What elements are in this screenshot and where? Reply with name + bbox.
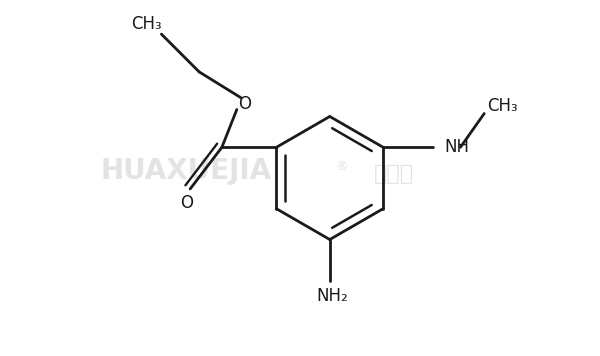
Text: CH₃: CH₃ bbox=[131, 15, 162, 33]
Text: ®: ® bbox=[335, 159, 348, 173]
Text: NH₂: NH₂ bbox=[316, 287, 347, 305]
Text: CH₃: CH₃ bbox=[487, 96, 517, 115]
Text: O: O bbox=[180, 194, 193, 212]
Text: O: O bbox=[238, 95, 251, 112]
Text: 化学加: 化学加 bbox=[374, 164, 415, 184]
Text: HUAXUEJIA: HUAXUEJIA bbox=[100, 157, 271, 185]
Text: NH: NH bbox=[445, 138, 470, 156]
